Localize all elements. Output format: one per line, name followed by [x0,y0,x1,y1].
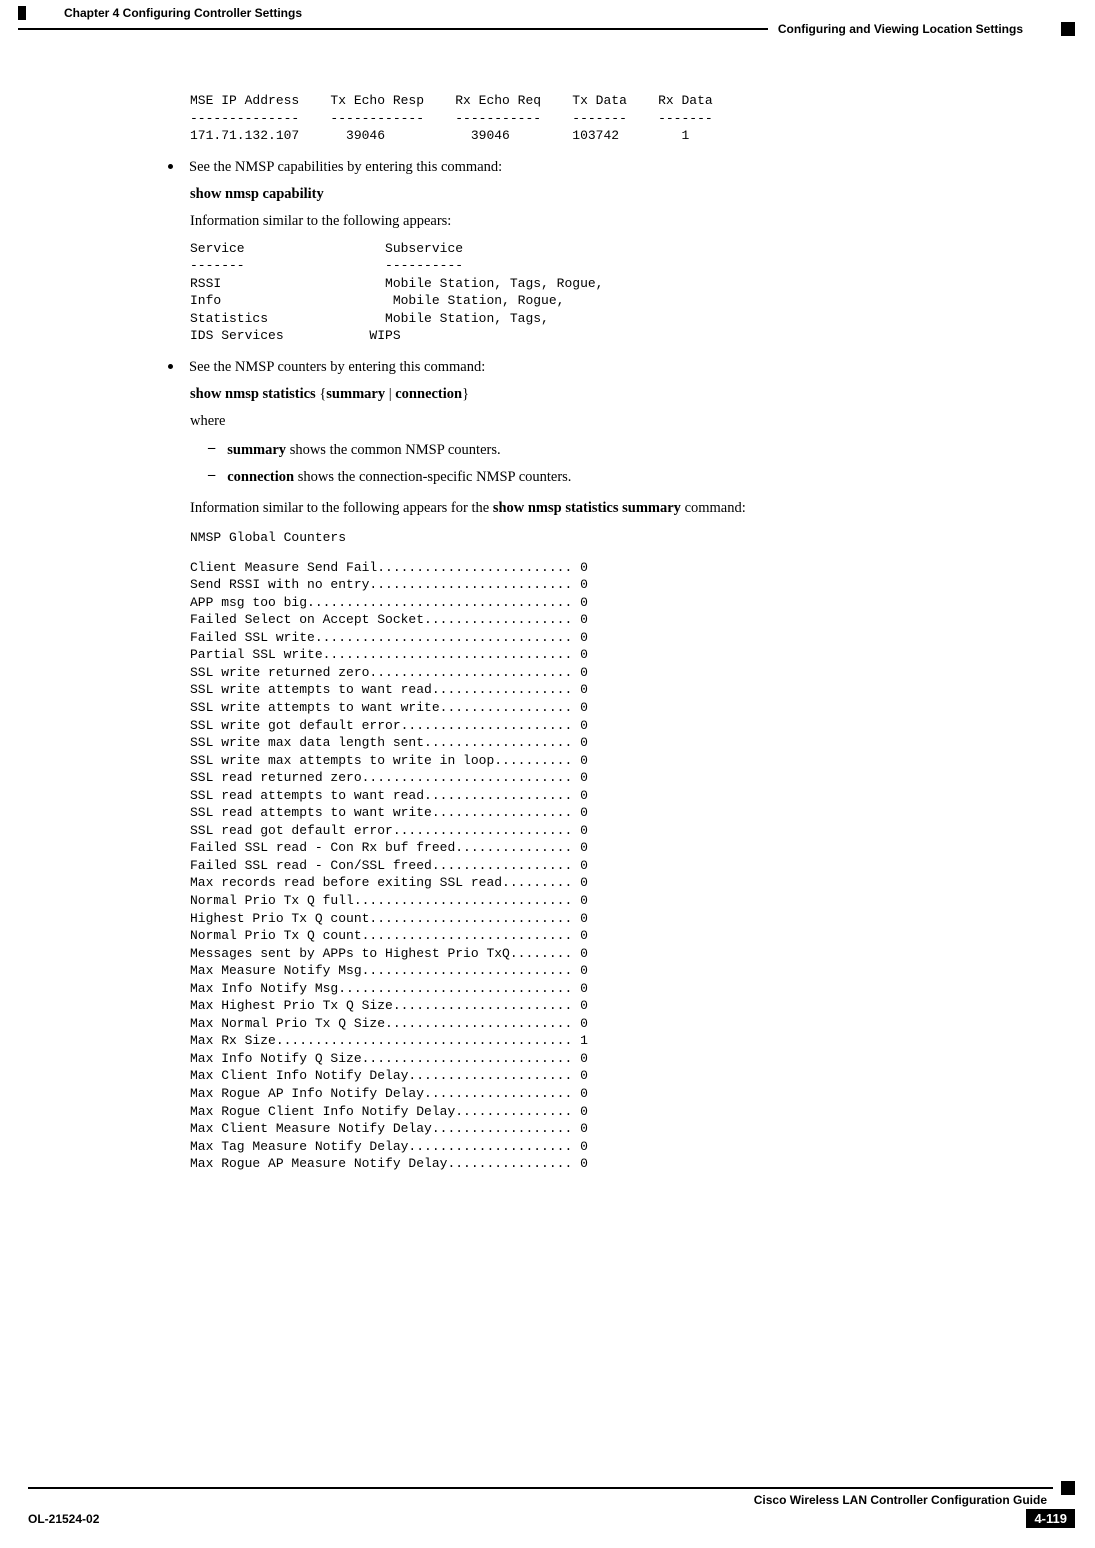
footer-doc-id: OL-21524-02 [28,1512,99,1526]
cmd-brace-close: } [462,386,469,402]
page-content: MSE IP Address Tx Echo Resp Rx Echo Req … [0,36,1095,1173]
bullet-text-1: See the NMSP capabilities by entering th… [189,157,502,178]
info2-c: command: [681,500,746,516]
footer-guide-title: Cisco Wireless LAN Controller Configurat… [0,1493,1095,1507]
sub1-rest: shows the common NMSP counters. [286,442,501,458]
cmd-show-nmsp-capability: show nmsp capability [190,186,1025,203]
bullet-dot-icon [168,164,173,169]
dash-icon: – [208,440,215,461]
nmsp-counters-block: Client Measure Send Fail................… [190,559,1025,1173]
info-text-1: Information similar to the following app… [190,211,1025,232]
page-header-row2: Configuring and Viewing Location Setting… [0,22,1095,36]
cmd-pipe: | [385,386,395,402]
sub-text-1: summary shows the common NMSP counters. [227,440,500,461]
service-table: Service Subservice ------- ---------- RS… [190,240,1025,345]
cmd-summary: summary [326,386,385,402]
header-bar-icon [18,6,26,20]
footer-bottom-row: OL-21524-02 4-119 [0,1507,1095,1528]
mse-header: MSE IP Address Tx Echo Resp Rx Echo Req … [190,93,713,108]
section-title: Configuring and Viewing Location Setting… [778,22,1043,36]
where-text: where [190,411,1025,432]
cmd-part-a: show nmsp statistics [190,386,316,402]
cmd-connection: connection [395,386,462,402]
sub2-bold: connection [227,469,294,485]
page-header-row1: Chapter 4 Configuring Controller Setting… [0,0,1095,20]
bullet-nmsp-counters: See the NMSP counters by entering this c… [168,357,1025,378]
cmd-show-nmsp-statistics: show nmsp statistics {summary | connecti… [190,386,1025,403]
bullet-nmsp-capabilities: See the NMSP capabilities by entering th… [168,157,1025,178]
footer-rule [28,1487,1053,1489]
page-footer: Cisco Wireless LAN Controller Configurat… [0,1481,1095,1528]
footer-box-icon [1061,1481,1075,1495]
sub-text-2: connection shows the connection-specific… [227,467,571,488]
info2-a: Information similar to the following app… [190,500,493,516]
bullet-dot-icon [168,364,173,369]
page-number: 4-119 [1026,1509,1075,1528]
dash-icon: – [208,467,215,488]
bullet-text-2: See the NMSP counters by entering this c… [189,357,485,378]
header-box-icon [1061,22,1075,36]
mse-table: MSE IP Address Tx Echo Resp Rx Echo Req … [190,92,1025,145]
counters-title: NMSP Global Counters [190,529,1025,547]
sub1-bold: summary [227,442,286,458]
mse-row: 171.71.132.107 39046 39046 103742 1 [190,128,689,143]
sub-bullet-connection: – connection shows the connection-specif… [208,467,1025,488]
sub-bullet-summary: – summary shows the common NMSP counters… [208,440,1025,461]
chapter-title: Chapter 4 Configuring Controller Setting… [36,6,302,20]
info-text-2: Information similar to the following app… [190,498,1025,519]
header-rule [18,28,768,30]
info2-b: show nmsp statistics summary [493,500,681,516]
sub2-rest: shows the connection-specific NMSP count… [294,469,571,485]
mse-divider: -------------- ------------ ----------- … [190,111,713,126]
